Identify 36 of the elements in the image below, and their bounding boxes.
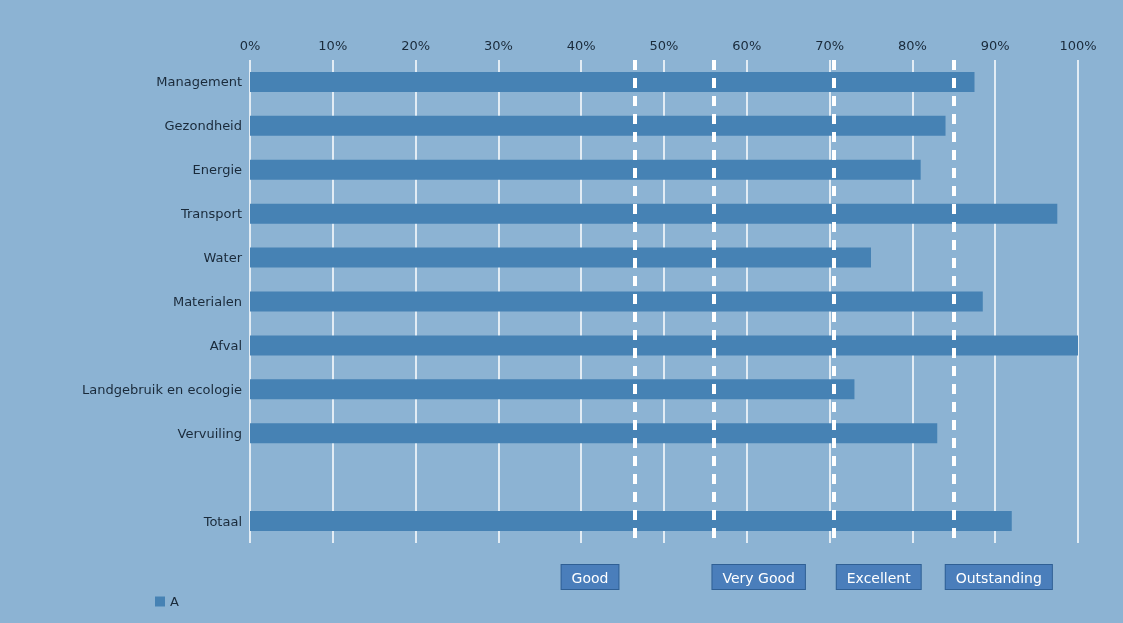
x-tick-label: 50% bbox=[649, 38, 679, 53]
bar bbox=[250, 159, 921, 180]
x-tick-label: 80% bbox=[897, 38, 927, 53]
y-tick-label: Materialen bbox=[172, 294, 242, 309]
x-tick-label: 20% bbox=[401, 38, 431, 53]
bar bbox=[250, 511, 1012, 532]
bar bbox=[250, 247, 871, 268]
x-tick-label: 100% bbox=[1059, 38, 1097, 53]
x-tick-label: 90% bbox=[980, 38, 1010, 53]
y-tick-label: Management bbox=[156, 74, 242, 90]
x-tick-label: 60% bbox=[732, 38, 762, 53]
bar bbox=[250, 423, 938, 444]
ref-line-label: Good bbox=[571, 570, 609, 586]
ref-line-label: Outstanding bbox=[955, 570, 1042, 586]
x-tick-label: 30% bbox=[483, 38, 513, 53]
x-tick-label: 70% bbox=[815, 38, 845, 53]
y-tick-label: Afval bbox=[209, 337, 242, 353]
x-tick-label: 10% bbox=[318, 38, 348, 53]
bar bbox=[250, 335, 1078, 356]
y-tick-label: Water bbox=[203, 250, 243, 266]
ref-line-label: Excellent bbox=[846, 570, 912, 586]
y-tick-label: Landgebruik en ecologie bbox=[82, 381, 242, 397]
ref-line-label: Very Good bbox=[722, 570, 795, 586]
y-tick-label: Transport bbox=[179, 206, 242, 222]
bar bbox=[250, 71, 975, 92]
bar bbox=[250, 203, 1058, 224]
bar bbox=[250, 115, 946, 136]
x-tick-label: 40% bbox=[566, 38, 596, 53]
y-tick-label: Energie bbox=[192, 162, 242, 178]
legend-label: A bbox=[170, 594, 179, 609]
x-tick-label: 0% bbox=[239, 38, 261, 53]
y-tick-label: Vervuiling bbox=[177, 425, 242, 441]
y-tick-label: Totaal bbox=[202, 513, 242, 529]
bar bbox=[250, 291, 983, 312]
bar bbox=[250, 379, 855, 400]
y-tick-label: Gezondheid bbox=[164, 118, 242, 134]
